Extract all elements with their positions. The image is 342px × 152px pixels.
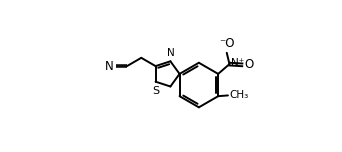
Text: CH₃: CH₃	[229, 90, 248, 100]
Text: N: N	[167, 48, 175, 58]
Text: ⁻O: ⁻O	[219, 37, 235, 50]
Text: N: N	[105, 60, 114, 73]
Text: O: O	[244, 58, 253, 71]
Text: N⁺: N⁺	[231, 58, 244, 68]
Text: S: S	[152, 86, 159, 96]
